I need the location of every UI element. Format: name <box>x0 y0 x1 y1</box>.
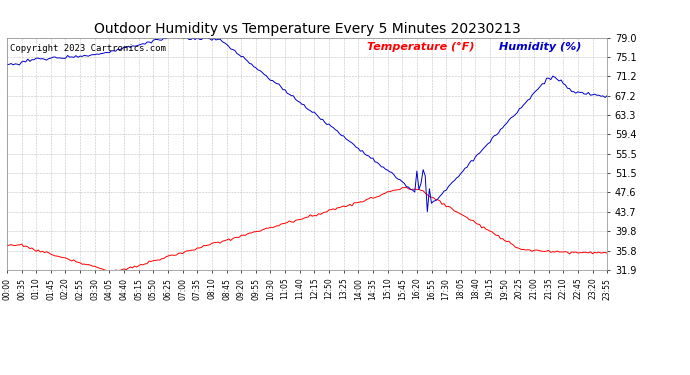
Text: Humidity (%): Humidity (%) <box>499 42 582 52</box>
Title: Outdoor Humidity vs Temperature Every 5 Minutes 20230213: Outdoor Humidity vs Temperature Every 5 … <box>94 22 520 36</box>
Text: Temperature (°F): Temperature (°F) <box>367 42 475 52</box>
Text: Copyright 2023 Cartronics.com: Copyright 2023 Cartronics.com <box>10 45 166 54</box>
